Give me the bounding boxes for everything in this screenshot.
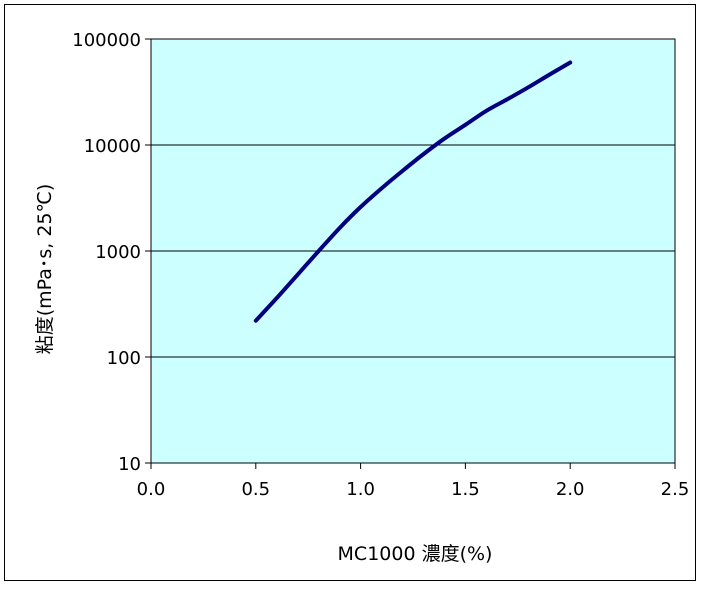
series-line <box>253 60 573 323</box>
x-tick-label: 2.0 <box>556 479 585 500</box>
x-axis-label: MC1000 濃度(%) <box>338 543 493 565</box>
x-axis-ticks: 0.0 0.5 1.0 1.5 2.0 2.5 <box>137 463 690 500</box>
y-tick-label: 100 <box>107 348 141 369</box>
y-tick-label: 10 <box>118 454 141 475</box>
x-tick-label: 0.0 <box>137 479 166 500</box>
chart-frame: 10 100 1000 10000 100000 0.0 0.5 1.0 1.5 2.0 2.5 … <box>4 4 696 581</box>
x-tick-label: 1.0 <box>346 479 375 500</box>
y-tick-label: 100000 <box>72 30 141 51</box>
x-tick-label: 1.5 <box>451 479 480 500</box>
x-tick-label: 0.5 <box>241 479 270 500</box>
x-tick-label: 2.5 <box>661 479 690 500</box>
y-axis-ticks: 10 100 1000 10000 100000 <box>72 30 151 475</box>
y-axis-label: 粘度(mPa･s, 25℃) <box>34 184 56 355</box>
y-tick-label: 10000 <box>84 136 141 157</box>
y-tick-label: 1000 <box>95 242 141 263</box>
gridlines <box>151 144 675 358</box>
series-group <box>253 60 573 323</box>
